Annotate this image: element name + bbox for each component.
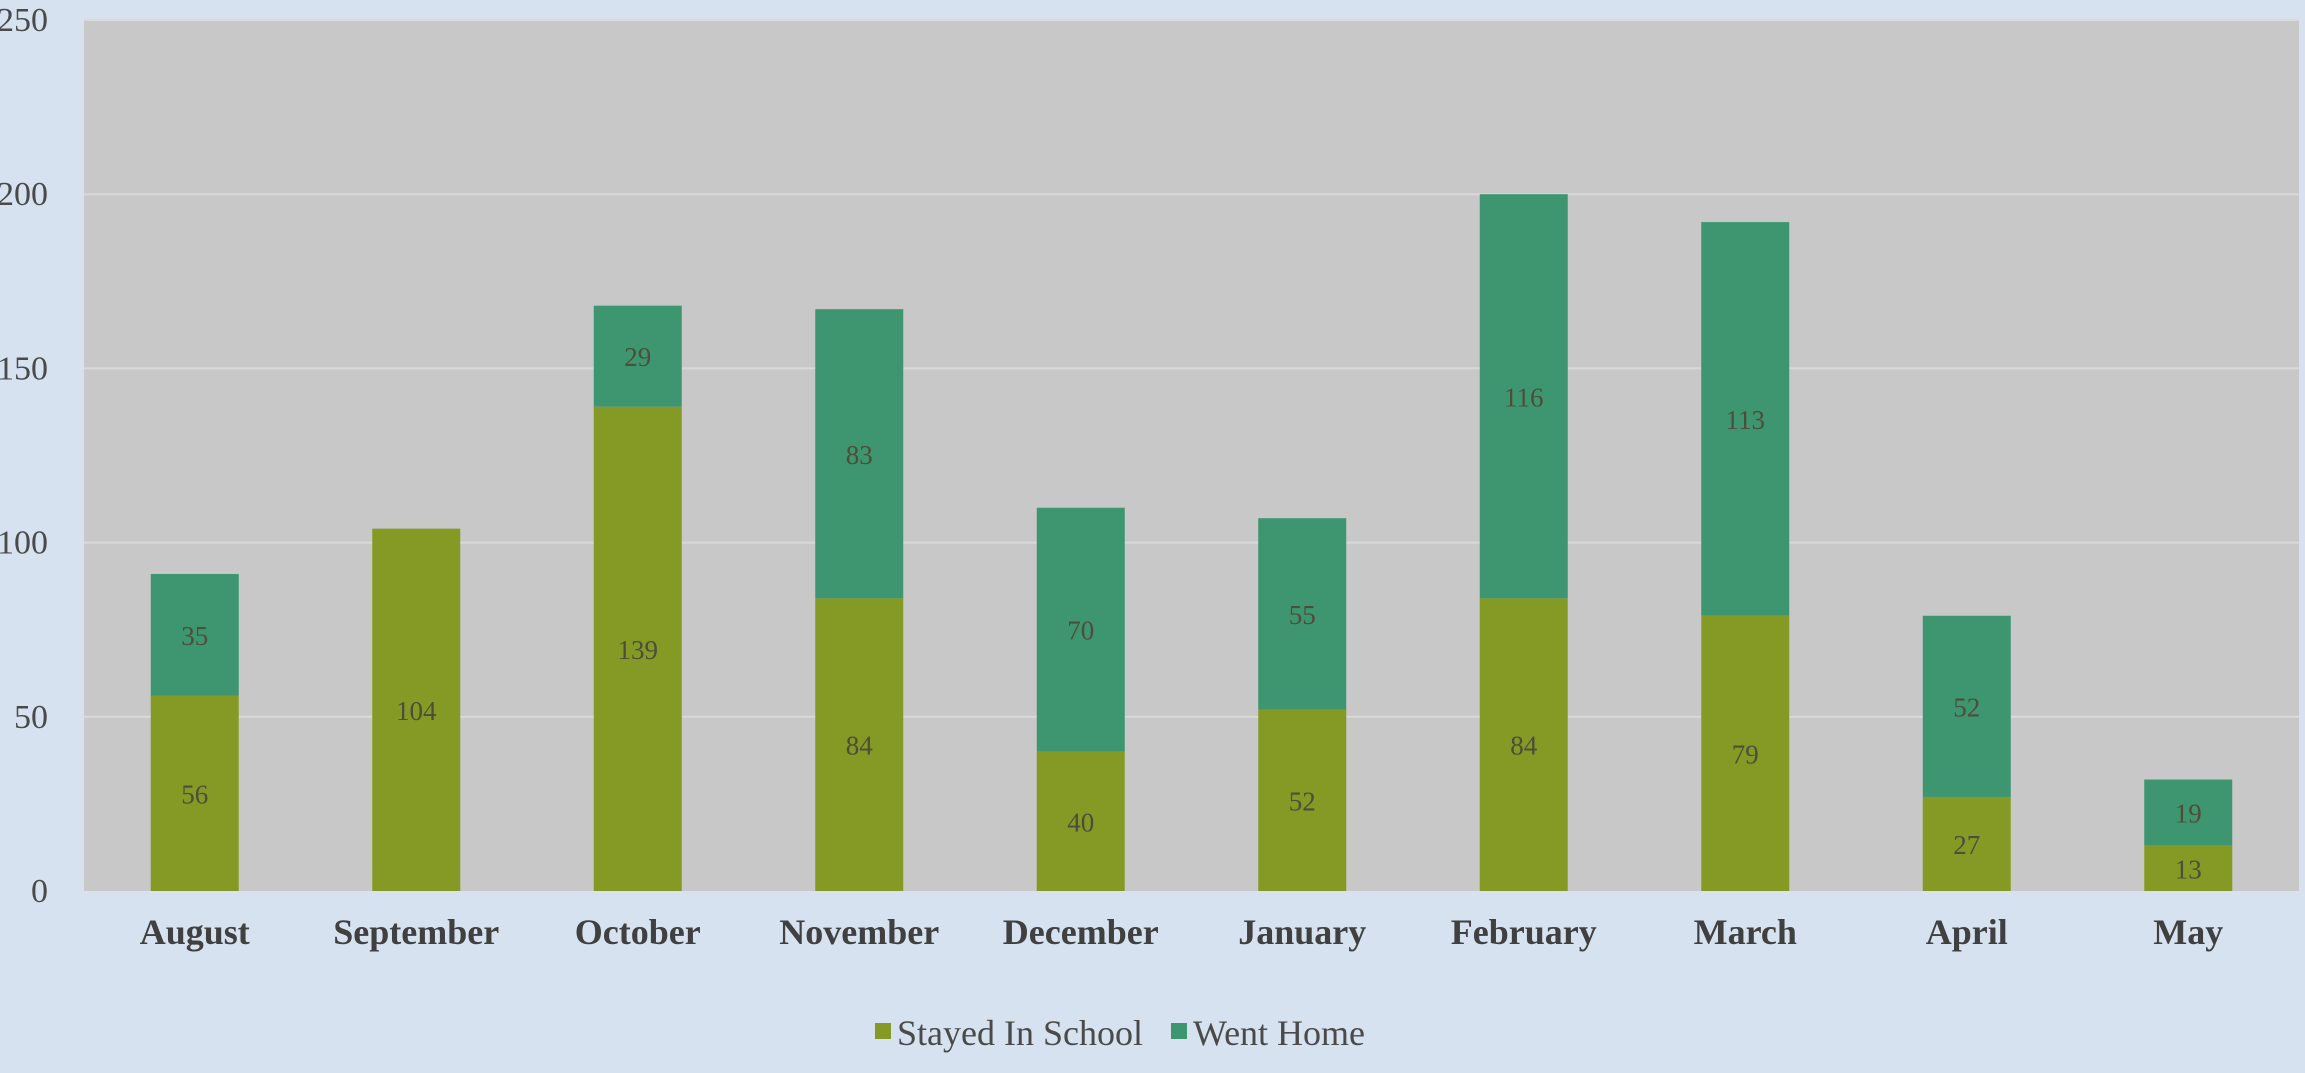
bar-segment [1922, 615, 2011, 797]
data-label: 35 [181, 621, 208, 651]
data-label: 116 [1504, 382, 1544, 412]
x-tick-label: November [779, 912, 939, 952]
bar-segment [593, 406, 682, 891]
data-label: 84 [1510, 731, 1538, 761]
legend-swatch [875, 1023, 891, 1039]
data-label: 52 [1953, 692, 1980, 722]
y-tick-label: 100 [0, 525, 48, 562]
y-tick-label: 250 [0, 2, 48, 39]
legend-swatch [1170, 1023, 1187, 1039]
bar-segment [1036, 751, 1125, 891]
x-tick-label: February [1451, 912, 1597, 952]
bar-segment [815, 598, 904, 891]
x-axis: August September October November December Ja… [140, 912, 2224, 952]
legend-label: Went Home [1193, 1013, 1365, 1053]
data-label: 56 [181, 779, 208, 809]
data-label: 83 [846, 440, 873, 470]
y-tick-label: 150 [0, 350, 48, 387]
data-label: 13 [2175, 854, 2202, 884]
bar-segment [150, 573, 239, 696]
x-tick-label: January [1238, 912, 1366, 952]
data-label: 104 [396, 696, 437, 726]
bar-segment [1922, 796, 2011, 891]
bar-segment [2144, 779, 2233, 846]
bars [150, 194, 2233, 891]
bar-segment [1701, 222, 1790, 616]
x-tick-label: April [1926, 912, 2008, 952]
legend-label: Stayed In School [897, 1013, 1143, 1053]
bar-segment [1479, 598, 1568, 891]
data-label: 70 [1067, 616, 1094, 646]
y-tick-label: 200 [0, 176, 48, 213]
data-label: 55 [1289, 600, 1316, 630]
bar-segment [1479, 194, 1568, 599]
data-label: 84 [846, 731, 874, 761]
legend: Stayed In School Went Home [875, 1013, 1365, 1053]
bar-segment [2144, 845, 2233, 891]
bar-segment [815, 309, 904, 599]
data-label: 79 [1732, 739, 1759, 769]
bar-segment [1701, 615, 1790, 891]
bar-segment [372, 528, 461, 891]
x-tick-label: October [575, 912, 701, 952]
data-label: 27 [1953, 830, 1980, 860]
data-label: 19 [2175, 799, 2202, 829]
x-tick-label: May [2153, 912, 2223, 952]
data-label: 40 [1067, 807, 1094, 837]
x-tick-label: September [333, 912, 499, 952]
y-tick-label: 50 [14, 699, 48, 736]
data-label: 113 [1726, 405, 1766, 435]
bar-segment [1258, 709, 1347, 891]
data-label: 29 [624, 342, 651, 372]
x-tick-label: August [140, 912, 250, 952]
x-tick-label: March [1694, 912, 1797, 952]
bar-segment [1036, 507, 1125, 752]
bar-segment [150, 695, 239, 891]
data-label: 52 [1289, 786, 1316, 816]
bar-segment [593, 305, 682, 407]
data-labels: 56 35 104 139 29 84 83 40 70 52 55 84 116 79 113 27 52 13… [181, 342, 2202, 884]
bar-segment [1258, 518, 1347, 710]
x-tick-label: December [1003, 912, 1159, 952]
y-tick-label: 0 [31, 873, 48, 910]
y-axis: 0 50 100 150 200 250 [0, 2, 48, 910]
data-label: 139 [618, 635, 659, 665]
